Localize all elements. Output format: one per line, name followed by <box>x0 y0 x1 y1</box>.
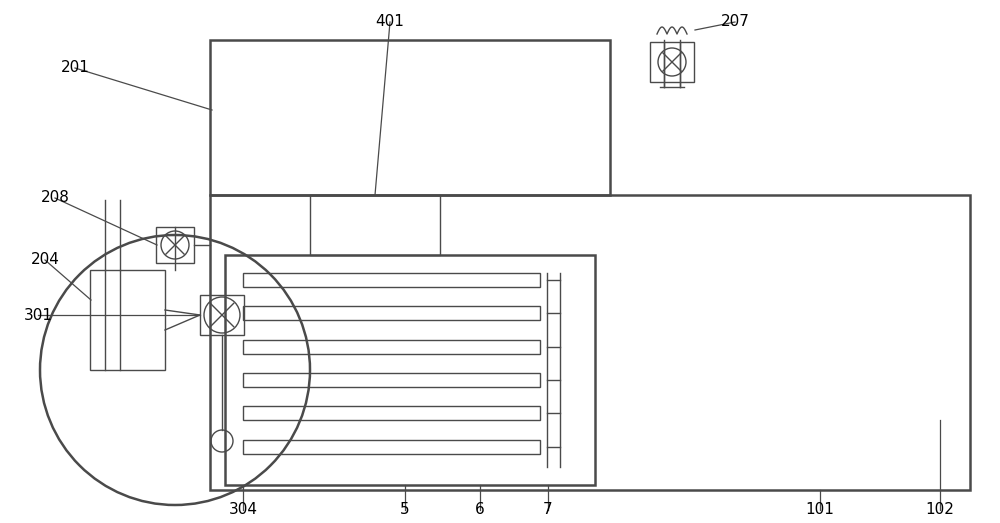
Bar <box>200 295 244 335</box>
Bar <box>243 339 540 354</box>
Text: 7: 7 <box>543 503 553 517</box>
Text: 102: 102 <box>926 503 954 517</box>
Bar <box>650 42 694 82</box>
Text: 204: 204 <box>31 253 59 267</box>
Text: 101: 101 <box>806 503 834 517</box>
Text: 208: 208 <box>41 190 69 206</box>
Bar <box>310 195 440 255</box>
Text: 201: 201 <box>61 61 89 75</box>
Bar <box>225 255 595 485</box>
Text: 304: 304 <box>228 503 258 517</box>
Text: 301: 301 <box>24 308 52 323</box>
Bar <box>243 373 540 387</box>
Text: 5: 5 <box>400 503 410 517</box>
Text: 207: 207 <box>721 15 749 29</box>
Bar <box>210 40 610 195</box>
Bar <box>90 270 165 370</box>
Bar <box>210 195 970 490</box>
Bar <box>243 440 540 453</box>
Text: 401: 401 <box>376 15 404 29</box>
Bar <box>156 227 194 263</box>
Bar <box>243 273 540 287</box>
Bar <box>243 306 540 320</box>
Bar <box>243 406 540 420</box>
Text: 6: 6 <box>475 503 485 517</box>
